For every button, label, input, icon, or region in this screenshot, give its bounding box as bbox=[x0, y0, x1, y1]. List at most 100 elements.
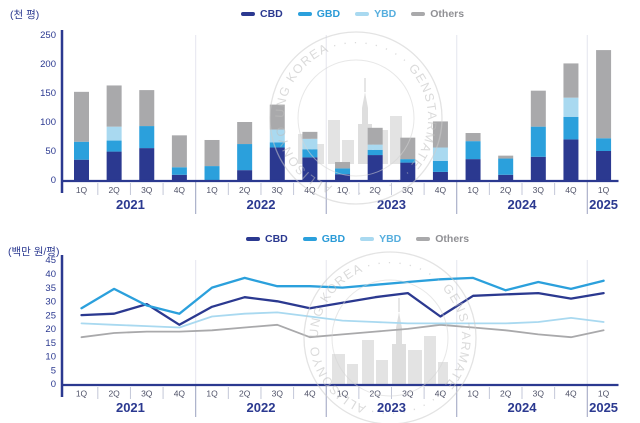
axes bbox=[60, 30, 619, 193]
bar-segment-others bbox=[563, 63, 579, 98]
bar-segment-ybd bbox=[302, 138, 318, 150]
y-axis-tick-labels: 0 50 100 150 200 250 bbox=[40, 30, 56, 186]
bar-segment-others bbox=[367, 127, 383, 145]
year-labels: 2021 2022 2023 2024 2025 bbox=[116, 197, 618, 212]
bar-segment-others bbox=[139, 90, 155, 127]
bar-segment-cbd bbox=[74, 159, 89, 180]
bar-segment-cbd bbox=[171, 174, 187, 180]
bar-segment-cbd bbox=[367, 155, 383, 180]
legend-label-others: Others bbox=[430, 8, 465, 20]
quarter-label: 4Q bbox=[565, 185, 577, 195]
bar-segment-ybd bbox=[432, 147, 448, 161]
quarter-label: 3Q bbox=[141, 185, 153, 195]
legend-label-ybd: YBD bbox=[379, 233, 402, 245]
y-tick-label: 250 bbox=[40, 30, 56, 41]
bar-segment-cbd bbox=[465, 159, 481, 180]
bar-segment-cbd bbox=[237, 170, 253, 180]
quarter-label: 3Q bbox=[533, 185, 545, 195]
bar-segment-cbd bbox=[530, 156, 546, 180]
data-lines bbox=[80, 276, 605, 339]
bar-segment-gbd bbox=[269, 142, 285, 148]
legend-item-others: Others bbox=[416, 233, 469, 245]
watermark-skyline bbox=[298, 78, 414, 164]
quarter-label: 4Q bbox=[304, 185, 316, 195]
quarter-label: 2Q bbox=[239, 185, 251, 195]
y-tick-label: 0 bbox=[51, 175, 56, 186]
bar-segment-others bbox=[106, 85, 122, 127]
bar-segment-gbd bbox=[204, 166, 220, 180]
quarter-label: 4Q bbox=[174, 185, 186, 195]
gbd-line-marker-icon bbox=[302, 237, 317, 241]
bar-segment-gbd bbox=[335, 168, 351, 175]
line-ybd bbox=[80, 311, 605, 329]
cbd-line-marker-icon bbox=[241, 12, 255, 16]
bar-segment-gbd bbox=[432, 160, 448, 172]
y-tick-label: 35 bbox=[45, 283, 56, 294]
bar-segment-gbd bbox=[530, 126, 546, 157]
quarter-labels: 1Q 2Q 3Q 4Q 1Q 2Q 3Q 4Q 1Q 2Q 3Q 4Q 1Q 2Q 3Q 4Q 1Q bbox=[76, 185, 610, 195]
watermark-skyline bbox=[332, 298, 448, 384]
year-label: 2025 bbox=[589, 197, 618, 212]
bar-segment-cbd bbox=[400, 162, 416, 180]
legend-item-gbd: GBD bbox=[302, 233, 345, 245]
year-labels: 2021 2022 2023 2024 2025 bbox=[116, 400, 618, 415]
ybd-line-marker-icon bbox=[355, 12, 370, 16]
quarter-label: 3Q bbox=[272, 185, 284, 195]
axes bbox=[60, 255, 619, 397]
bar-segment-others bbox=[432, 121, 448, 148]
watermark-stamp: UNG KOREA · · · · · · · · GENSTARMATE · … bbox=[303, 251, 477, 423]
quarter-label: 1Q bbox=[206, 185, 218, 195]
quarter-label: 2Q bbox=[239, 389, 251, 399]
quarter-label: 1Q bbox=[206, 389, 218, 399]
quarter-label: 4Q bbox=[304, 389, 316, 399]
legend-label-cbd: CBD bbox=[260, 8, 283, 20]
watermark-ring-text: UNG KOREA · · · · · · · · GENSTARMATE · … bbox=[307, 255, 473, 421]
bar-segment-others bbox=[530, 90, 546, 127]
bar-segment-gbd bbox=[563, 116, 579, 140]
line-cbd bbox=[80, 291, 605, 326]
bar-segment-cbd bbox=[432, 171, 448, 180]
bar-segment-gbd bbox=[465, 141, 481, 160]
legend-item-ybd: YBD bbox=[360, 233, 401, 245]
legend-label-gbd: GBD bbox=[316, 8, 341, 20]
bar-segment-cbd bbox=[139, 148, 155, 180]
legend-item-others: Others bbox=[411, 8, 464, 20]
bar-segment-others bbox=[74, 91, 89, 142]
bar-segment-gbd bbox=[498, 158, 514, 175]
y-tick-label: 5 bbox=[51, 365, 56, 376]
bar-segment-gbd bbox=[302, 149, 318, 158]
y-tick-label: 30 bbox=[45, 297, 56, 308]
others-line-marker-icon bbox=[411, 12, 426, 16]
y-tick-label: 10 bbox=[45, 352, 56, 363]
year-label: 2024 bbox=[508, 400, 538, 415]
quarter-label: 4Q bbox=[174, 389, 186, 399]
year-separator-lines bbox=[195, 260, 588, 417]
bar-segment-others bbox=[269, 104, 285, 130]
bar-segment-others bbox=[237, 122, 253, 145]
year-label: 2024 bbox=[508, 197, 538, 212]
y-tick-label: 25 bbox=[45, 310, 56, 321]
gbd-line-marker-icon bbox=[297, 12, 312, 16]
year-label: 2022 bbox=[247, 197, 276, 212]
bar-segment-cbd bbox=[498, 174, 514, 180]
year-label: 2023 bbox=[377, 400, 406, 415]
quarter-label: 1Q bbox=[76, 185, 88, 195]
quarter-label: 2Q bbox=[369, 389, 381, 399]
year-label: 2025 bbox=[589, 400, 618, 415]
quarter-labels: 1Q 2Q 3Q 4Q 1Q 2Q 3Q 4Q 1Q 2Q 3Q 4Q 1Q 2Q 3Q 4Q 1Q bbox=[76, 389, 610, 399]
bar-segment-gbd bbox=[171, 167, 187, 175]
legend-label-ybd: YBD bbox=[374, 8, 397, 20]
bar-segment-cbd bbox=[596, 151, 612, 180]
bottom-chart-legend: CBD GBD YBD Others bbox=[246, 233, 469, 245]
bar-segment-others bbox=[596, 50, 612, 139]
year-label: 2021 bbox=[116, 197, 145, 212]
bar-segment-cbd bbox=[335, 174, 351, 180]
quarter-label: 3Q bbox=[402, 185, 414, 195]
top-chart-unit-label: (천 평) bbox=[10, 9, 40, 21]
watermark-stamp: UNG KOREA · · · · · · · · GENSTARMATE · … bbox=[269, 31, 443, 205]
bar-segment-ybd bbox=[367, 144, 383, 150]
year-label: 2021 bbox=[116, 400, 145, 415]
